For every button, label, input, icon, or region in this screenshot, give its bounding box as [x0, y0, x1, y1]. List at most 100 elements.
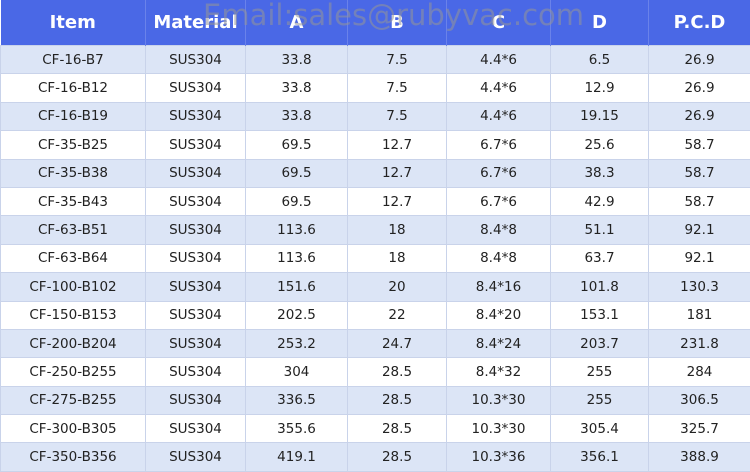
- header-cell: P.C.D: [648, 0, 750, 46]
- table-cell: 8.4*32: [446, 357, 551, 387]
- table-cell: 4.4*6: [446, 44, 551, 75]
- table-cell: CF-35-B38: [0, 158, 146, 188]
- header-cell: B: [347, 0, 447, 46]
- table-cell: 51.1: [550, 215, 649, 245]
- table-cell: 28.5: [347, 385, 447, 416]
- table-cell: 419.1: [245, 442, 348, 472]
- table-cell: 8.4*16: [446, 272, 551, 302]
- table-cell: 8.4*20: [446, 300, 551, 330]
- table-cell: 92.1: [648, 243, 750, 274]
- table-cell: 284: [648, 357, 750, 387]
- table-cell: 33.8: [245, 101, 348, 132]
- table-cell: 26.9: [648, 44, 750, 75]
- table-cell: 28.5: [347, 442, 447, 472]
- header-cell: D: [550, 0, 649, 46]
- table-cell: 12.7: [347, 158, 447, 188]
- table-cell: 58.7: [648, 158, 750, 188]
- table-cell: 253.2: [245, 328, 348, 359]
- table-row: CF-63-B51 SUS304 113.6 18 8.4*8 51.1 92.1: [0, 215, 750, 245]
- table-cell: CF-300-B305: [0, 414, 146, 444]
- table-cell: CF-150-B153: [0, 300, 146, 330]
- header-row: Item Material A B C D P.C.D: [0, 0, 750, 46]
- table-cell: 255: [550, 385, 649, 416]
- table-row: CF-35-B25 SUS304 69.5 12.7 6.7*6 25.6 58.7: [0, 130, 750, 160]
- table-cell: 153.1: [550, 300, 649, 330]
- table-cell: 255: [550, 357, 649, 387]
- table-cell: 305.4: [550, 414, 649, 444]
- table-cell: SUS304: [145, 158, 246, 188]
- table-cell: 6.7*6: [446, 186, 551, 217]
- table-cell: 10.3*30: [446, 385, 551, 416]
- table-cell: CF-35-B25: [0, 130, 146, 160]
- table-cell: SUS304: [145, 130, 246, 160]
- table-cell: 58.7: [648, 130, 750, 160]
- table-cell: CF-275-B255: [0, 385, 146, 416]
- table-cell: 19.15: [550, 101, 649, 132]
- table-cell: SUS304: [145, 215, 246, 245]
- table-cell: SUS304: [145, 186, 246, 217]
- header-cell: Material: [145, 0, 246, 46]
- table-cell: 325.7: [648, 414, 750, 444]
- table-cell: 33.8: [245, 73, 348, 103]
- table-cell: CF-63-B64: [0, 243, 146, 274]
- table-cell: 12.9: [550, 73, 649, 103]
- table-cell: CF-200-B204: [0, 328, 146, 359]
- table-cell: 101.8: [550, 272, 649, 302]
- table-cell: 4.4*6: [446, 73, 551, 103]
- table-cell: 8.4*24: [446, 328, 551, 359]
- table-cell: 20: [347, 272, 447, 302]
- table-cell: 6.5: [550, 44, 649, 75]
- table-cell: SUS304: [145, 357, 246, 387]
- table-cell: 38.3: [550, 158, 649, 188]
- table-cell: SUS304: [145, 300, 246, 330]
- table-cell: 18: [347, 215, 447, 245]
- table-cell: CF-35-B43: [0, 186, 146, 217]
- table-cell: 113.6: [245, 215, 348, 245]
- table-cell: 306.5: [648, 385, 750, 416]
- table-row: CF-150-B153 SUS304 202.5 22 8.4*20 153.1 181: [0, 300, 750, 330]
- header-cell: Item: [0, 0, 146, 46]
- table-row: CF-16-B12 SUS304 33.8 7.5 4.4*6 12.9 26.9: [0, 73, 750, 103]
- table-cell: 33.8: [245, 44, 348, 75]
- table-row: CF-35-B38 SUS304 69.5 12.7 6.7*6 38.3 58.7: [0, 158, 750, 188]
- table-cell: SUS304: [145, 442, 246, 472]
- table-cell: 304: [245, 357, 348, 387]
- table-cell: 181: [648, 300, 750, 330]
- table-cell: 42.9: [550, 186, 649, 217]
- table-cell: CF-16-B12: [0, 73, 146, 103]
- table-row: CF-16-B19 SUS304 33.8 7.5 4.4*6 19.15 26.9: [0, 101, 750, 132]
- table-cell: 26.9: [648, 73, 750, 103]
- table-row: CF-275-B255 SUS304 336.5 28.5 10.3*30 255 306.…: [0, 385, 750, 416]
- table-row: CF-35-B43 SUS304 69.5 12.7 6.7*6 42.9 58.7: [0, 186, 750, 217]
- table-body: CF-16-B7 SUS304 33.8 7.5 4.4*6 6.5 26.9 CF-16-B…: [0, 44, 750, 472]
- table-cell: 24.7: [347, 328, 447, 359]
- table-cell: 388.9: [648, 442, 750, 472]
- table-cell: 63.7: [550, 243, 649, 274]
- table-cell: 25.6: [550, 130, 649, 160]
- table-cell: 7.5: [347, 101, 447, 132]
- table-cell: 203.7: [550, 328, 649, 359]
- table-cell: CF-350-B356: [0, 442, 146, 472]
- table-row: CF-16-B7 SUS304 33.8 7.5 4.4*6 6.5 26.9: [0, 44, 750, 75]
- table-cell: CF-250-B255: [0, 357, 146, 387]
- table-cell: SUS304: [145, 243, 246, 274]
- table-cell: 130.3: [648, 272, 750, 302]
- table-cell: 4.4*6: [446, 101, 551, 132]
- table-cell: 12.7: [347, 130, 447, 160]
- table-cell: SUS304: [145, 44, 246, 75]
- table-cell: 92.1: [648, 215, 750, 245]
- table-cell: 356.1: [550, 442, 649, 472]
- table-cell: CF-16-B7: [0, 44, 146, 75]
- table-cell: 58.7: [648, 186, 750, 217]
- table-cell: 7.5: [347, 44, 447, 75]
- header-cell: A: [245, 0, 348, 46]
- table-cell: 6.7*6: [446, 158, 551, 188]
- table-cell: 26.9: [648, 101, 750, 132]
- table-cell: 28.5: [347, 357, 447, 387]
- table-cell: 28.5: [347, 414, 447, 444]
- table-row: CF-200-B204 SUS304 253.2 24.7 8.4*24 203.7 231…: [0, 328, 750, 359]
- table-cell: CF-63-B51: [0, 215, 146, 245]
- table-cell: SUS304: [145, 414, 246, 444]
- table-cell: 12.7: [347, 186, 447, 217]
